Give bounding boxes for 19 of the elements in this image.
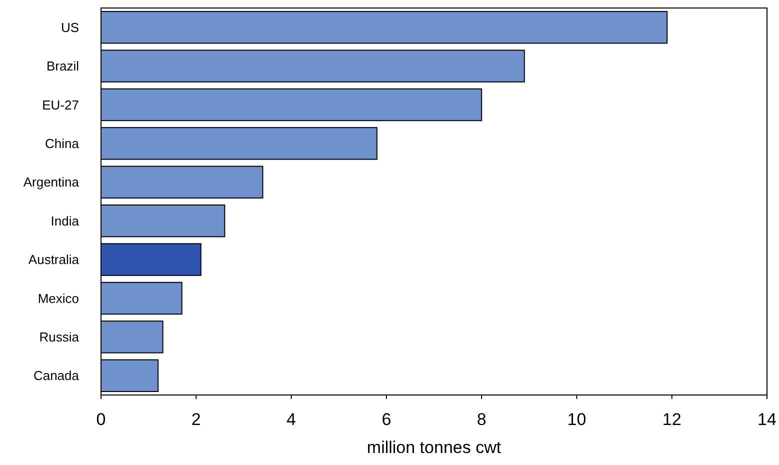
y-tick-label: EU-27 — [42, 97, 79, 112]
x-tick-label: 8 — [476, 410, 486, 429]
y-tick-label: Brazil — [46, 58, 80, 74]
x-axis-title: million tonnes cwt — [366, 438, 502, 457]
x-tick-label: 6 — [382, 410, 392, 429]
y-tick-label: Canada — [33, 368, 80, 384]
y-tick-label: US — [60, 20, 80, 35]
x-tick-label: 14 — [758, 410, 776, 429]
x-tick-label: 10 — [567, 410, 586, 429]
y-tick-label: China — [45, 136, 80, 151]
y-tick-label: Russia — [39, 330, 80, 344]
y-tick-label: India — [50, 213, 80, 228]
y-tick-label: Mexico — [38, 290, 79, 306]
x-tick-label: 12 — [662, 410, 682, 429]
x-tick-label: 2 — [191, 410, 201, 429]
y-tick-label: Argentina — [23, 174, 80, 190]
x-tick-label: 0 — [96, 410, 106, 429]
x-tick-label: 4 — [286, 410, 296, 429]
y-tick-label: Australia — [28, 252, 80, 268]
